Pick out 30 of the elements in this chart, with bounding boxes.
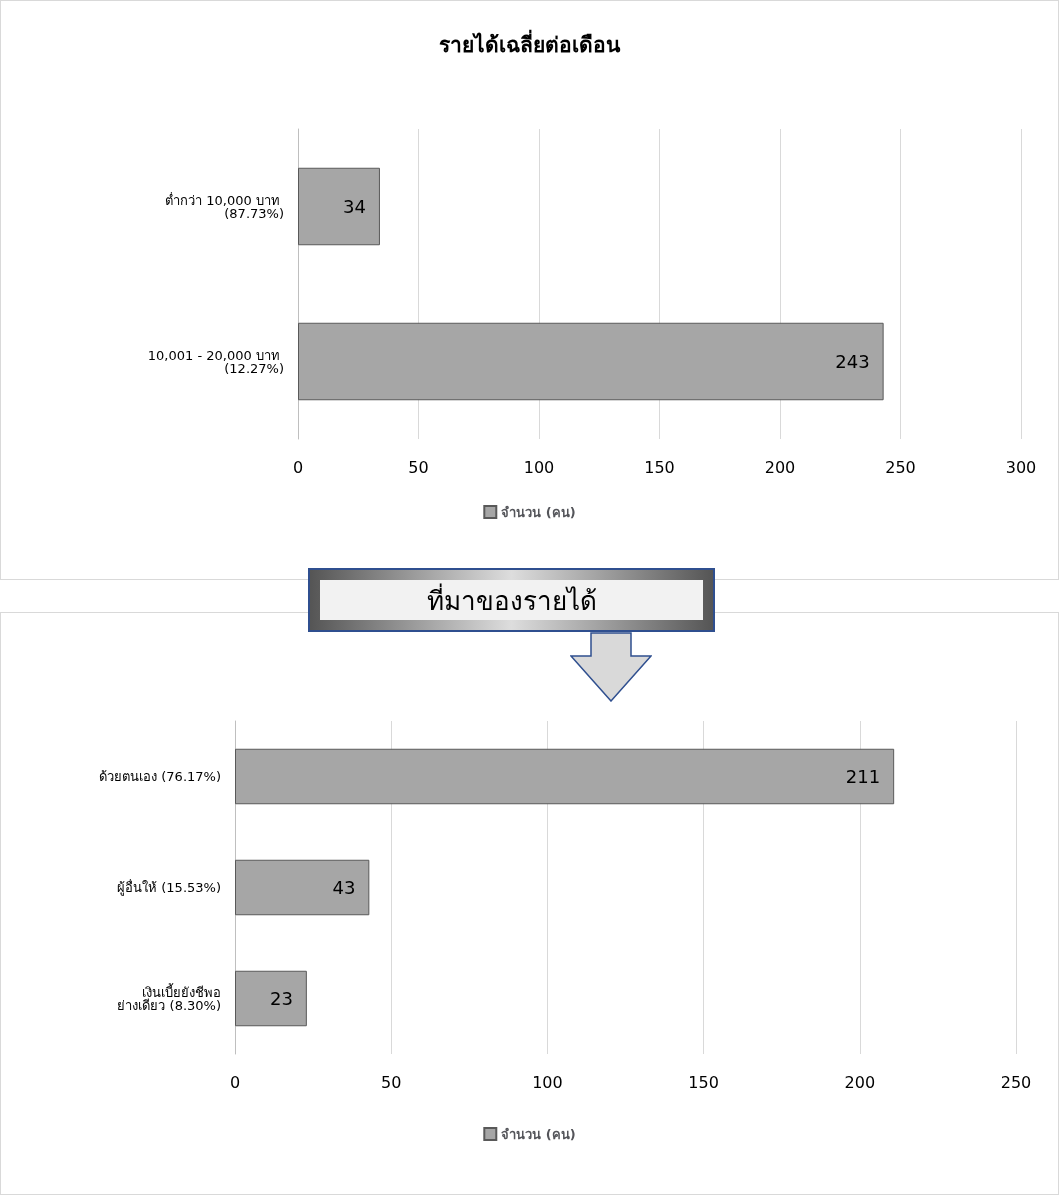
legend-label: จำนวน (คน) — [501, 1126, 576, 1142]
x-tick-label: 250 — [885, 457, 916, 477]
y-tick-label: ผู้อื่นให้ (15.53%) — [117, 879, 221, 896]
x-tick-label: 100 — [532, 1072, 563, 1092]
x-tick-label: 200 — [844, 1072, 876, 1092]
x-tick-label: 150 — [644, 457, 675, 477]
x-tick-label: 200 — [764, 457, 796, 477]
x-tick-label: 0 — [229, 1072, 241, 1092]
data-label: 23 — [269, 988, 293, 1009]
x-tick-label: 50 — [408, 457, 429, 477]
legend-label: จำนวน (คน) — [501, 504, 576, 520]
x-tick-label: 150 — [688, 1072, 719, 1092]
bar — [235, 748, 895, 805]
x-tick-label: 0 — [292, 457, 304, 477]
x-tick-label: 50 — [381, 1072, 402, 1092]
y-tick-label: 10,001 - 20,000 บาท (12.27%) — [147, 347, 284, 376]
data-label: 43 — [332, 877, 356, 898]
data-label: 243 — [835, 351, 870, 372]
bar — [235, 859, 370, 916]
y-tick-label: ด้วยตนเอง (76.17%) — [99, 769, 221, 784]
bar — [235, 970, 307, 1027]
chart-title: ที่มาของรายได้ — [320, 580, 703, 620]
chart-title: รายได้เฉลี่ยต่อเดือน — [439, 28, 621, 57]
x-tick-label: 100 — [523, 457, 555, 477]
y-tick-label: เงินเบี้ยยังชีพอย่างเดียว (8.30%) — [117, 982, 221, 1013]
data-label: 34 — [343, 196, 366, 217]
data-label: 211 — [845, 766, 881, 787]
y-tick-label: ต่ำกว่า 10,000 บาท (87.73%) — [165, 191, 284, 221]
x-tick-label: 250 — [1000, 1072, 1032, 1092]
x-tick-label: 300 — [1005, 457, 1037, 477]
